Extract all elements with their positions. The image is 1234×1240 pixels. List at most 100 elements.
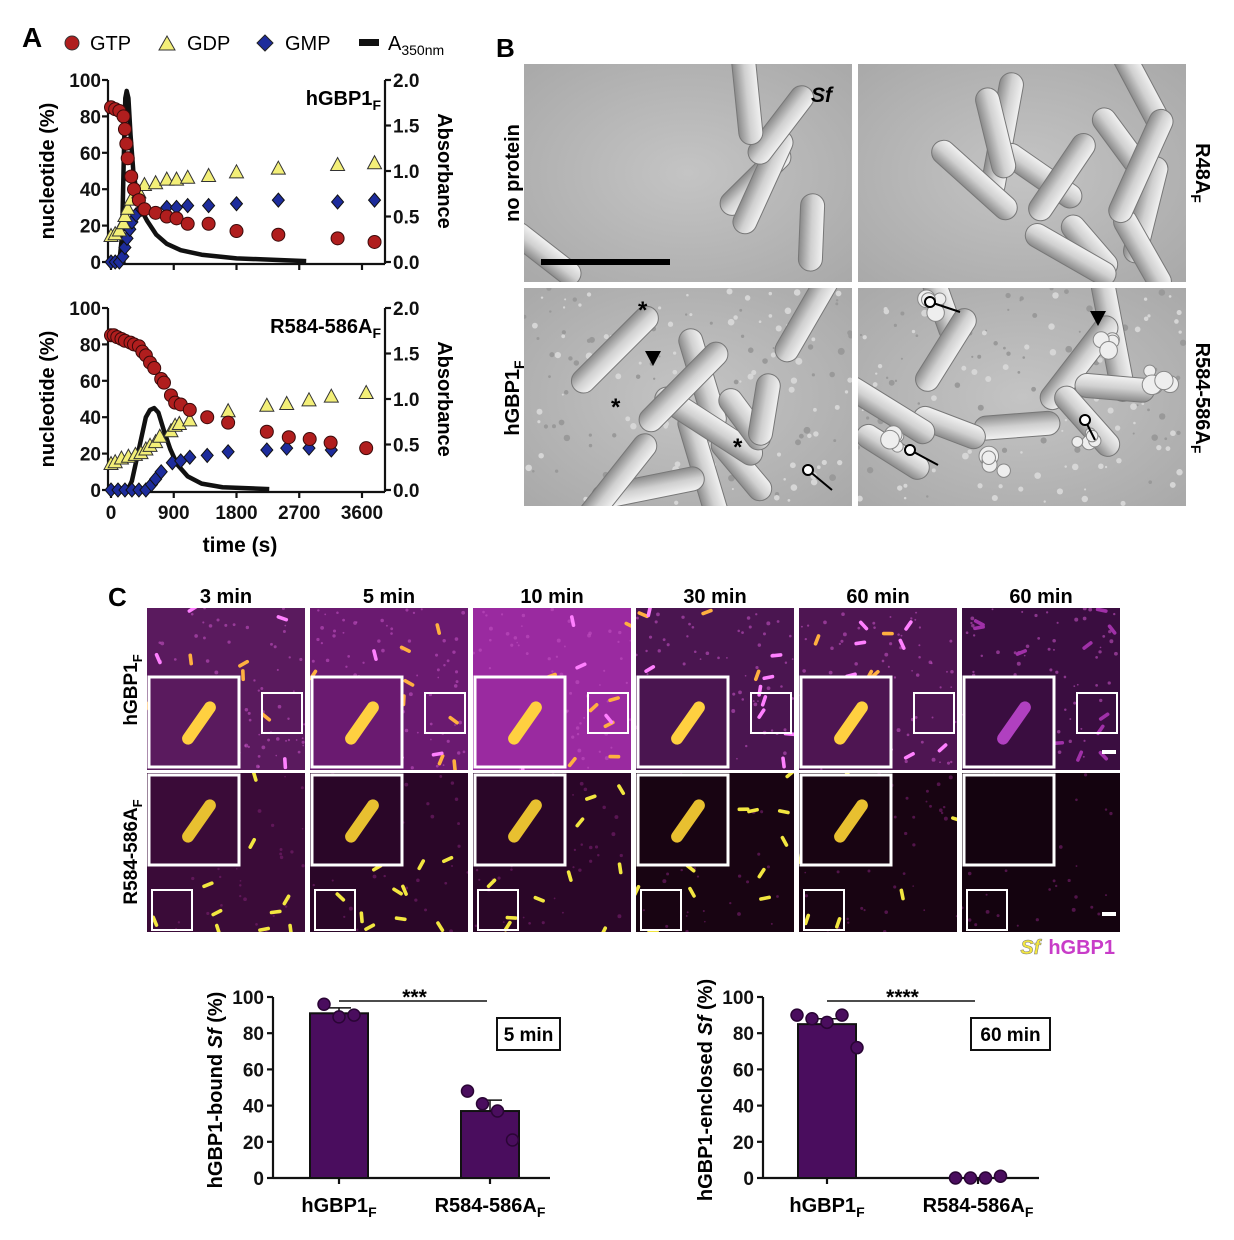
- background-speckle: [991, 608, 994, 611]
- surface-debris: [977, 354, 982, 359]
- background-speckle: [587, 766, 590, 769]
- bacterium: [436, 921, 445, 932]
- background-speckle: [517, 644, 520, 647]
- background-speckle: [426, 802, 430, 806]
- bacterium: [394, 916, 407, 922]
- tile-content: [636, 773, 794, 932]
- bacterium: [701, 608, 713, 616]
- data-point: [850, 1040, 864, 1055]
- background-speckle: [276, 737, 280, 741]
- region-box: [803, 889, 845, 931]
- surface-debris: [709, 321, 713, 325]
- background-speckle: [316, 637, 320, 642]
- surface-debris: [563, 434, 571, 442]
- scale-bar: [1102, 750, 1116, 754]
- background-speckle: [946, 670, 948, 673]
- surface-debris: [1078, 330, 1081, 333]
- surface-debris: [783, 478, 786, 481]
- background-speckle: [576, 732, 580, 736]
- background-speckle: [606, 700, 609, 703]
- background-speckle: [194, 634, 198, 638]
- background-speckle: [737, 912, 741, 916]
- background-speckle: [904, 831, 908, 836]
- background-speckle: [461, 610, 466, 615]
- surface-debris: [894, 379, 898, 383]
- background-speckle: [732, 692, 736, 696]
- background-speckle: [980, 654, 984, 658]
- background-speckle: [1082, 755, 1085, 758]
- fluorescence-tile: [147, 608, 305, 770]
- surface-debris: [1143, 297, 1148, 301]
- surface-debris: [810, 478, 818, 486]
- background-speckle: [972, 634, 976, 637]
- region-box: [261, 692, 303, 734]
- bacterium: [569, 615, 576, 627]
- y-tick-label: 0: [90, 253, 101, 274]
- y-label-post: (%): [695, 979, 717, 1016]
- legend: GTP GDP GMP A350nm: [64, 33, 444, 58]
- surface-debris: [962, 452, 969, 460]
- y-tick-label: 80: [243, 1024, 264, 1045]
- surface-debris: [998, 484, 1003, 489]
- background-speckle: [444, 881, 448, 885]
- background-speckle: [1053, 648, 1055, 651]
- background-speckle: [757, 852, 761, 856]
- sem-content: [524, 64, 852, 282]
- chart-title-main: hGBP1: [306, 88, 373, 110]
- surface-debris: [893, 323, 897, 327]
- surface-debris: [1120, 500, 1126, 506]
- background-speckle: [846, 917, 849, 921]
- surface-debris: [784, 307, 792, 315]
- bar: [309, 1012, 369, 1179]
- background-speckle: [1073, 685, 1076, 688]
- asterisk-annotation: *: [733, 434, 743, 461]
- background-speckle: [385, 624, 388, 627]
- background-speckle: [1107, 681, 1111, 685]
- bacterium: [753, 669, 761, 682]
- background-speckle: [753, 702, 758, 707]
- background-speckle: [404, 728, 409, 733]
- bacterium-rod: [638, 341, 729, 433]
- y-tick-label: 100: [232, 988, 264, 1009]
- background-speckle: [1104, 894, 1108, 897]
- background-speckle: [912, 815, 916, 819]
- background-speckle: [390, 627, 394, 631]
- tile-content: [310, 773, 468, 932]
- background-speckle: [1056, 621, 1059, 624]
- background-speckle: [416, 878, 420, 883]
- inset-bacterium: [508, 799, 542, 843]
- bacterium: [757, 867, 766, 879]
- gtp-legend-marker: [64, 35, 80, 51]
- surface-debris: [813, 431, 819, 437]
- background-speckle: [377, 639, 381, 643]
- background-speckle: [854, 662, 858, 666]
- background-speckle: [841, 612, 845, 617]
- background-speckle: [299, 657, 303, 662]
- background-speckle: [1075, 798, 1078, 802]
- surface-debris: [1022, 356, 1026, 359]
- background-speckle: [784, 661, 788, 664]
- surface-debris: [787, 499, 791, 502]
- y-label-italic: Sf: [205, 1026, 227, 1048]
- gtp-point: [180, 216, 195, 231]
- background-speckle: [943, 816, 948, 821]
- background-speckle: [288, 656, 291, 659]
- background-speckle: [216, 618, 220, 622]
- bacterium-rod: [931, 139, 1018, 221]
- gdp-point: [228, 163, 245, 179]
- background-speckle: [1034, 613, 1038, 618]
- surface-debris: [635, 374, 641, 379]
- category-main: R584-586A: [435, 1195, 537, 1217]
- surface-debris: [524, 314, 527, 319]
- background-speckle: [847, 921, 850, 924]
- category-sub: F: [1025, 1204, 1034, 1220]
- surface-debris: [773, 494, 780, 501]
- surface-debris: [733, 315, 738, 320]
- background-speckle: [619, 853, 623, 858]
- background-speckle: [762, 632, 766, 636]
- tile-content: [962, 773, 1120, 932]
- surface-debris: [1169, 481, 1176, 488]
- bacterium: [760, 695, 768, 707]
- background-speckle: [806, 624, 810, 627]
- background-speckle: [355, 621, 358, 624]
